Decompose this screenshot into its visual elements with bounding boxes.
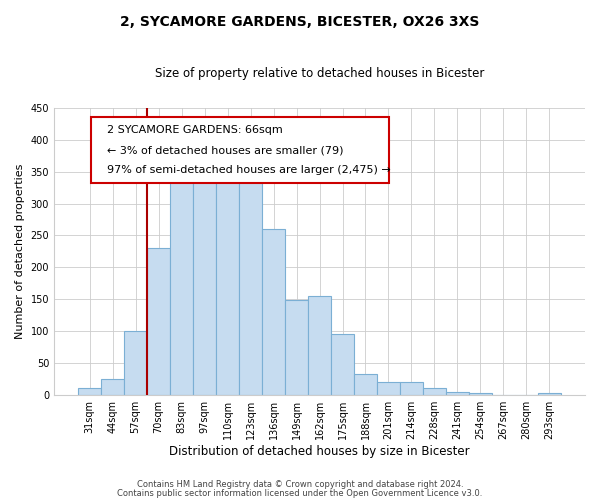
Bar — [285, 300, 308, 394]
Bar — [193, 159, 216, 394]
Bar — [147, 248, 170, 394]
Bar — [124, 331, 147, 394]
Text: 2, SYCAMORE GARDENS, BICESTER, OX26 3XS: 2, SYCAMORE GARDENS, BICESTER, OX26 3XS — [121, 15, 479, 29]
Y-axis label: Number of detached properties: Number of detached properties — [15, 164, 25, 339]
FancyBboxPatch shape — [91, 116, 389, 182]
Bar — [101, 379, 124, 394]
Bar — [308, 296, 331, 394]
Text: 97% of semi-detached houses are larger (2,475) →: 97% of semi-detached houses are larger (… — [107, 166, 391, 175]
Bar — [170, 162, 193, 394]
Title: Size of property relative to detached houses in Bicester: Size of property relative to detached ho… — [155, 68, 484, 80]
Bar — [262, 229, 285, 394]
X-axis label: Distribution of detached houses by size in Bicester: Distribution of detached houses by size … — [169, 444, 470, 458]
Bar — [78, 388, 101, 394]
Text: ← 3% of detached houses are smaller (79): ← 3% of detached houses are smaller (79) — [107, 146, 344, 156]
Bar — [423, 388, 446, 394]
Bar — [400, 382, 423, 394]
Bar — [377, 382, 400, 394]
Text: 2 SYCAMORE GARDENS: 66sqm: 2 SYCAMORE GARDENS: 66sqm — [107, 126, 283, 136]
Bar — [239, 168, 262, 394]
Text: Contains HM Land Registry data © Crown copyright and database right 2024.: Contains HM Land Registry data © Crown c… — [137, 480, 463, 489]
Bar — [216, 156, 239, 394]
Bar — [331, 334, 354, 394]
Bar — [446, 392, 469, 394]
Text: Contains public sector information licensed under the Open Government Licence v3: Contains public sector information licen… — [118, 488, 482, 498]
Bar — [354, 374, 377, 394]
